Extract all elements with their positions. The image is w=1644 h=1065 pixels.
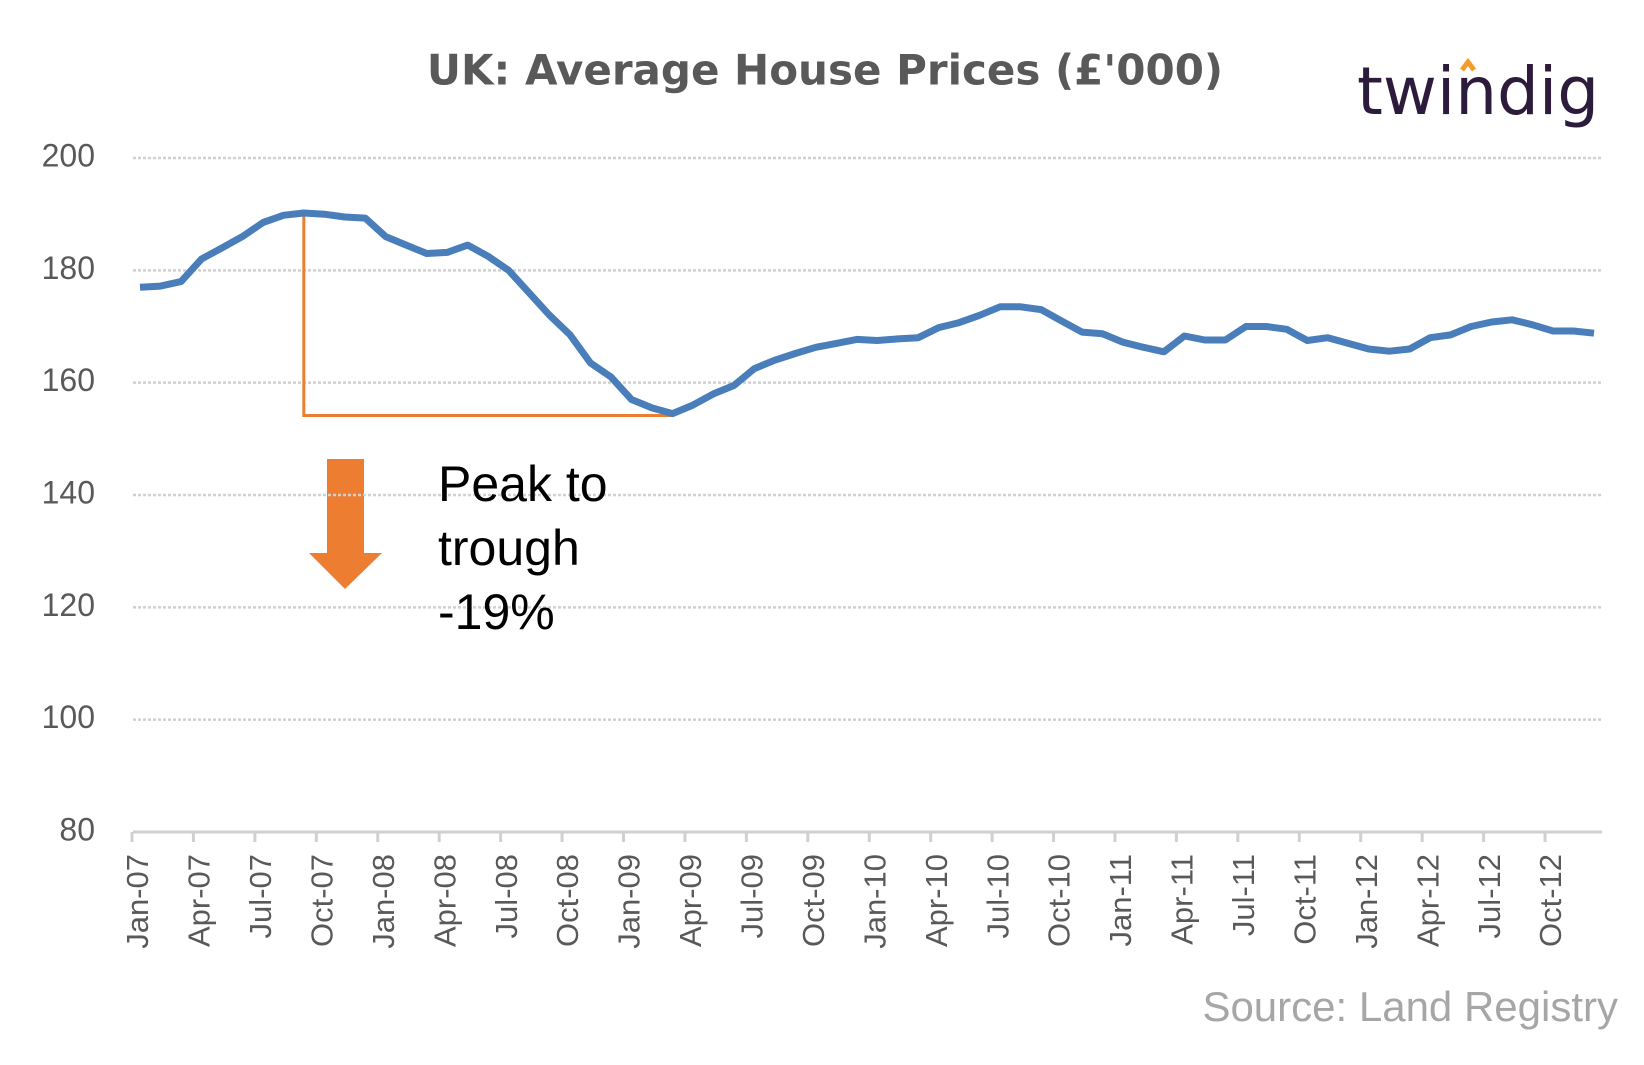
- x-tick-label: Oct-11: [1287, 854, 1322, 945]
- y-tick-label: 80: [59, 811, 95, 847]
- peak-trough-bracket: [302, 213, 673, 418]
- x-tick-label: Jan-09: [612, 854, 647, 949]
- x-tick-label: Apr-11: [1165, 854, 1200, 945]
- x-tick-label: Apr-09: [673, 854, 708, 947]
- series-line: [139, 209, 1595, 418]
- source: Source: Land Registry: [1202, 983, 1618, 1030]
- x-tick-label: Jul-12: [1472, 854, 1507, 938]
- arrow-shaft: [327, 459, 364, 555]
- x-tick-label: Apr-10: [919, 854, 954, 947]
- x-tick-label: Apr-08: [427, 854, 462, 947]
- y-tick-label: 160: [42, 362, 95, 398]
- y-tick-label: 200: [42, 137, 95, 173]
- y-tick-label: 180: [42, 250, 95, 286]
- x-tick-label: Jan-10: [857, 854, 892, 949]
- annotation: Peak to: [438, 456, 608, 512]
- x-tick-label: Jul-09: [735, 854, 770, 938]
- x-tick-label: Oct-09: [796, 854, 831, 947]
- x-tick-label: Jan-08: [366, 854, 401, 949]
- x-tick-label: Jul-08: [489, 854, 524, 938]
- x-tick-label: Jul-07: [243, 854, 278, 938]
- x-tick-label: Oct-07: [304, 854, 339, 947]
- x-tick-label: Apr-07: [182, 854, 217, 947]
- x-tick-label: Jan-07: [120, 854, 155, 949]
- y-tick-label: 140: [42, 474, 95, 510]
- x-tick-label: Jul-10: [980, 854, 1015, 938]
- x-tick-label: Oct-12: [1533, 854, 1568, 947]
- y-tick-label: 120: [42, 587, 95, 623]
- x-tick-label: Oct-08: [550, 854, 585, 947]
- x-tick-label: Jan-12: [1349, 854, 1384, 949]
- x-tick-label: Jan-11: [1103, 854, 1138, 947]
- x-tick-label: Oct-10: [1042, 854, 1077, 947]
- x-tick-label: Apr-12: [1410, 854, 1445, 947]
- arrow-head: [309, 553, 382, 589]
- annotation: -19%: [438, 584, 555, 640]
- y-tick-label: 100: [42, 699, 95, 735]
- chart-title: UK: Average House Prices (£'000): [427, 46, 1223, 95]
- logo: twindig: [1357, 53, 1599, 130]
- logo-accent: [1460, 57, 1476, 72]
- annotation-arrow: [309, 459, 382, 589]
- x-tick-label: Jul-11: [1226, 854, 1261, 936]
- annotation: trough: [438, 520, 580, 576]
